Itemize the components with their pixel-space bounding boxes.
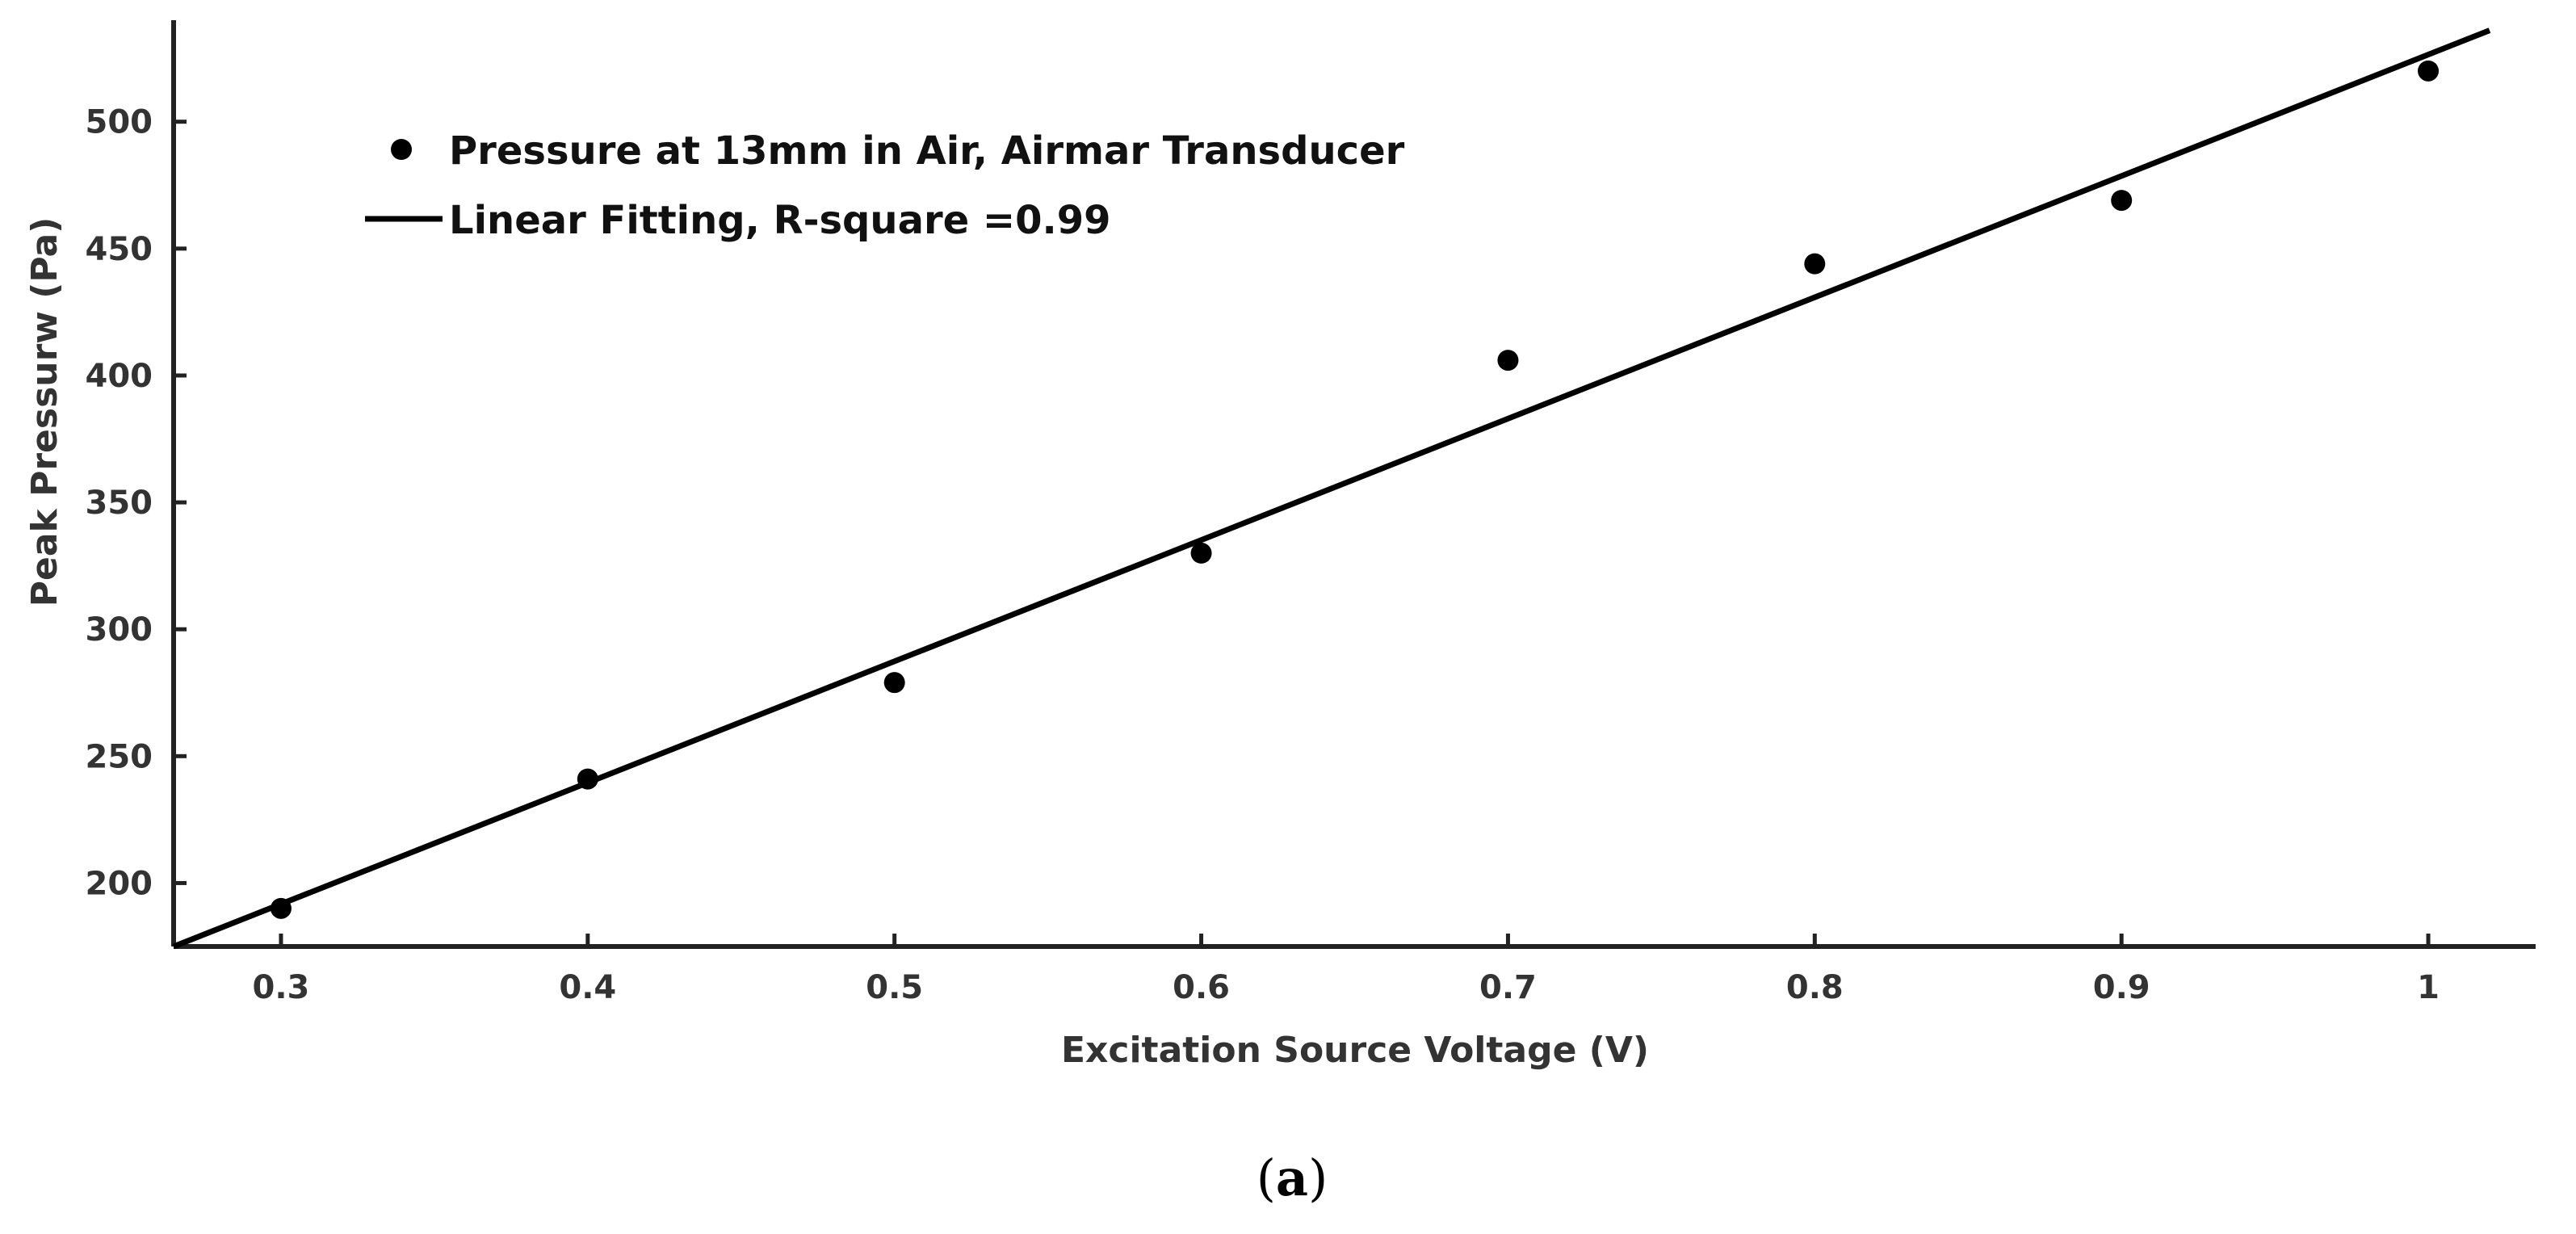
caption-label: a [1276,1148,1308,1207]
x-axis-title: Excitation Source Voltage (V) [1061,1030,1649,1071]
x-tick-label: 0.3 [253,969,310,1006]
y-tick-label: 500 [86,104,153,141]
x-tick-label: 0.9 [2093,969,2150,1006]
x-ticks: 0.3 0.4 0.5 0.6 0.7 0.8 0.9 1 [253,934,2440,1006]
data-point [883,672,905,694]
data-points [270,60,2440,919]
y-axis-title: Peak Pressurw (Pa) [24,217,65,607]
legend-label-points: Pressure at 13mm in Air, Airmar Transduc… [449,128,1405,174]
data-point [2111,190,2133,212]
legend-marker-points [391,139,412,160]
data-point [577,768,598,790]
y-tick-label: 250 [86,738,153,775]
y-tick-label: 450 [86,231,153,268]
data-point [1497,350,1519,371]
axes [171,20,2536,949]
data-point [2418,60,2440,82]
y-tick-label: 300 [86,611,153,648]
y-ticks: 200 250 300 350 400 450 500 [86,104,187,902]
x-tick-label: 0.5 [866,969,923,1006]
data-point [1190,542,1212,564]
caption-close-paren: ) [1308,1148,1328,1207]
figure-caption: (a) [1257,1148,1328,1207]
x-tick-label: 0.7 [1479,969,1537,1006]
y-tick-label: 200 [86,865,153,902]
x-tick-label: 0.8 [1786,969,1844,1006]
fit-line-group [172,27,2491,950]
x-tick-label: 1 [2417,969,2440,1006]
x-tick-label: 0.6 [1173,969,1230,1006]
data-point [270,897,292,919]
x-tick-label: 0.4 [559,969,616,1006]
data-point [1804,253,1826,275]
y-tick-label: 400 [86,358,153,395]
y-tick-label: 350 [86,485,153,522]
caption-open-paren: ( [1257,1148,1276,1207]
fit-line [172,27,2491,950]
legend-label-line: Linear Fitting, R-square =0.99 [449,198,1111,243]
legend: Pressure at 13mm in Air, Airmar Transduc… [365,128,1405,243]
